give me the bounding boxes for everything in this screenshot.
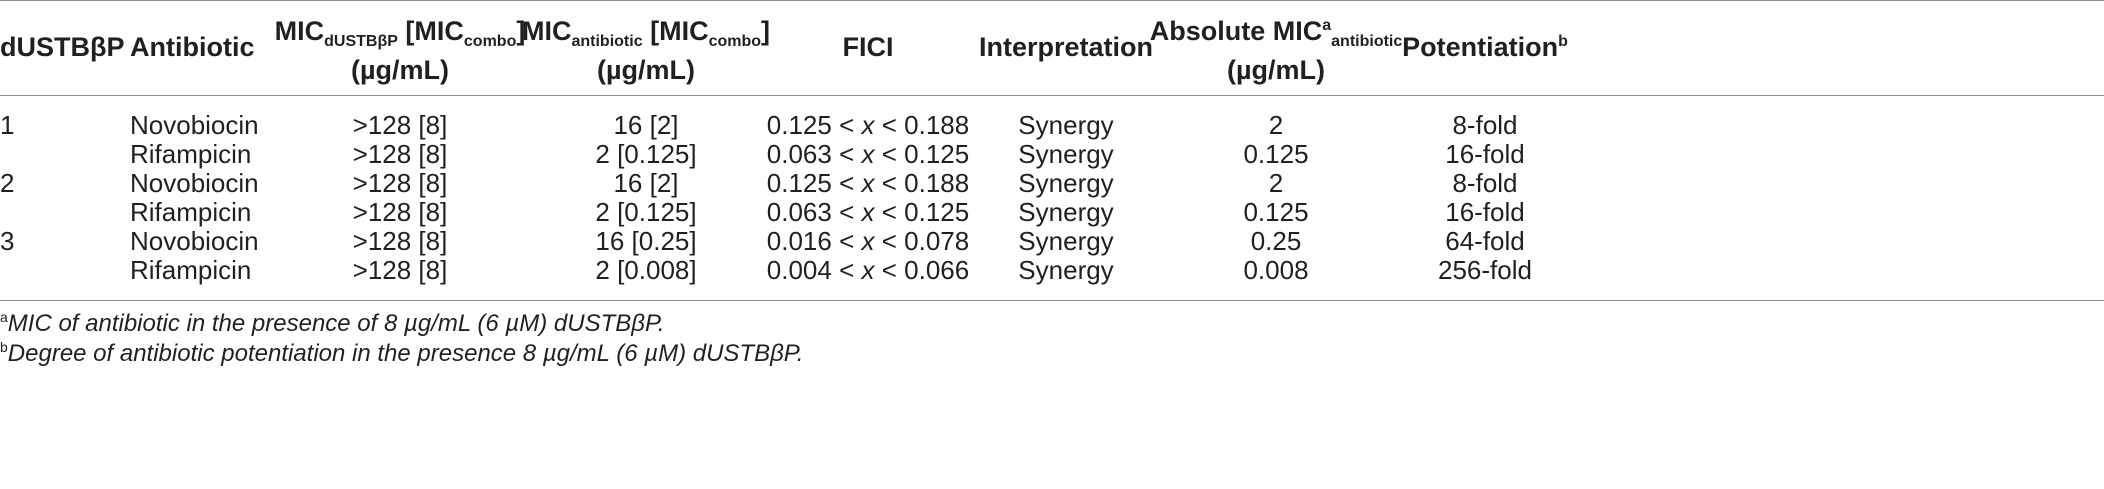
table-cell-antibiotic: Rifampicin bbox=[130, 255, 252, 285]
header-dustb: dUSTBβP bbox=[0, 32, 125, 62]
table-cell-fici: 0.125 < x < 0.188 bbox=[766, 168, 970, 198]
table-cell-potentiation: 16-fold bbox=[1445, 197, 1525, 227]
table-cell-interpretation: Synergy bbox=[1018, 197, 1114, 227]
table-cell-fici: 0.063 < x < 0.125 bbox=[766, 139, 970, 169]
table-cell-interpretation: Synergy bbox=[1018, 110, 1114, 140]
table-cell-fici: 0.125 < x < 0.188 bbox=[766, 110, 970, 140]
table-cell-mic-dustb: >128 [8] bbox=[352, 139, 448, 169]
table-cell-mic-dustb: >128 [8] bbox=[352, 110, 448, 140]
table-cell-mic-antibiotic: 2 [0.125] bbox=[595, 139, 697, 169]
table-cell-mic-antibiotic: 16 [0.25] bbox=[595, 226, 697, 256]
table-cell-dustb: 2 bbox=[0, 168, 15, 198]
header-absolute-mic: Absolute MICaantibiotic (µg/mL) bbox=[1149, 16, 1403, 85]
table-cell-absolute: 0.25 bbox=[1250, 226, 1302, 256]
table-cell-absolute: 2 bbox=[1268, 110, 1284, 140]
header-fici: FICI bbox=[842, 32, 894, 62]
table-cell-fici: 0.063 < x < 0.125 bbox=[766, 197, 970, 227]
table-top-rule bbox=[0, 0, 2104, 1]
table-cell-antibiotic: Novobiocin bbox=[130, 110, 259, 140]
table-cell-fici: 0.016 < x < 0.078 bbox=[766, 226, 970, 256]
table-cell-absolute: 0.125 bbox=[1243, 139, 1309, 169]
table-cell-dustb: 3 bbox=[0, 226, 15, 256]
table-cell-absolute: 0.125 bbox=[1243, 197, 1309, 227]
header-antibiotic: Antibiotic bbox=[130, 32, 255, 62]
header-mic-dustb: MICdUSTBβP [MICcombo] (µg/mL) bbox=[274, 16, 526, 85]
table-cell-mic-antibiotic: 16 [2] bbox=[613, 110, 679, 140]
table-cell-absolute: 0.008 bbox=[1243, 255, 1309, 285]
table-cell-antibiotic: Novobiocin bbox=[130, 226, 259, 256]
header-potentiation: Potentiationb bbox=[1402, 32, 1568, 62]
table-cell-mic-dustb: >128 [8] bbox=[352, 226, 448, 256]
table-cell-mic-antibiotic: 2 [0.008] bbox=[595, 255, 697, 285]
table-cell-potentiation: 8-fold bbox=[1452, 168, 1518, 198]
header-bottom-rule bbox=[0, 95, 2104, 96]
table-cell-interpretation: Synergy bbox=[1018, 255, 1114, 285]
table-cell-mic-antibiotic: 2 [0.125] bbox=[595, 197, 697, 227]
table-cell-potentiation: 8-fold bbox=[1452, 110, 1518, 140]
table-cell-interpretation: Synergy bbox=[1018, 168, 1114, 198]
table-cell-absolute: 2 bbox=[1268, 168, 1284, 198]
table-cell-potentiation: 64-fold bbox=[1445, 226, 1525, 256]
table-cell-interpretation: Synergy bbox=[1018, 139, 1114, 169]
table-cell-antibiotic: Novobiocin bbox=[130, 168, 259, 198]
table-cell-potentiation: 16-fold bbox=[1445, 139, 1525, 169]
table-cell-fici: 0.004 < x < 0.066 bbox=[766, 255, 970, 285]
table-cell-interpretation: Synergy bbox=[1018, 226, 1114, 256]
table-bottom-rule bbox=[0, 300, 2104, 301]
header-mic-antibiotic: MICantibiotic [MICcombo] (µg/mL) bbox=[521, 16, 771, 85]
table-cell-mic-dustb: >128 [8] bbox=[352, 197, 448, 227]
table-cell-mic-dustb: >128 [8] bbox=[352, 255, 448, 285]
table-cell-potentiation: 256-fold bbox=[1438, 255, 1532, 285]
table-cell-antibiotic: Rifampicin bbox=[130, 139, 252, 169]
header-interpretation: Interpretation bbox=[978, 32, 1154, 62]
table-cell-antibiotic: Rifampicin bbox=[130, 197, 252, 227]
table-cell-dustb: 1 bbox=[0, 110, 15, 140]
footnote-a: aMIC of antibiotic in the presence of 8 … bbox=[0, 309, 665, 337]
table-cell-mic-dustb: >128 [8] bbox=[352, 168, 448, 198]
footnote-b: bDegree of antibiotic potentiation in th… bbox=[0, 339, 804, 367]
table-cell-mic-antibiotic: 16 [2] bbox=[613, 168, 679, 198]
